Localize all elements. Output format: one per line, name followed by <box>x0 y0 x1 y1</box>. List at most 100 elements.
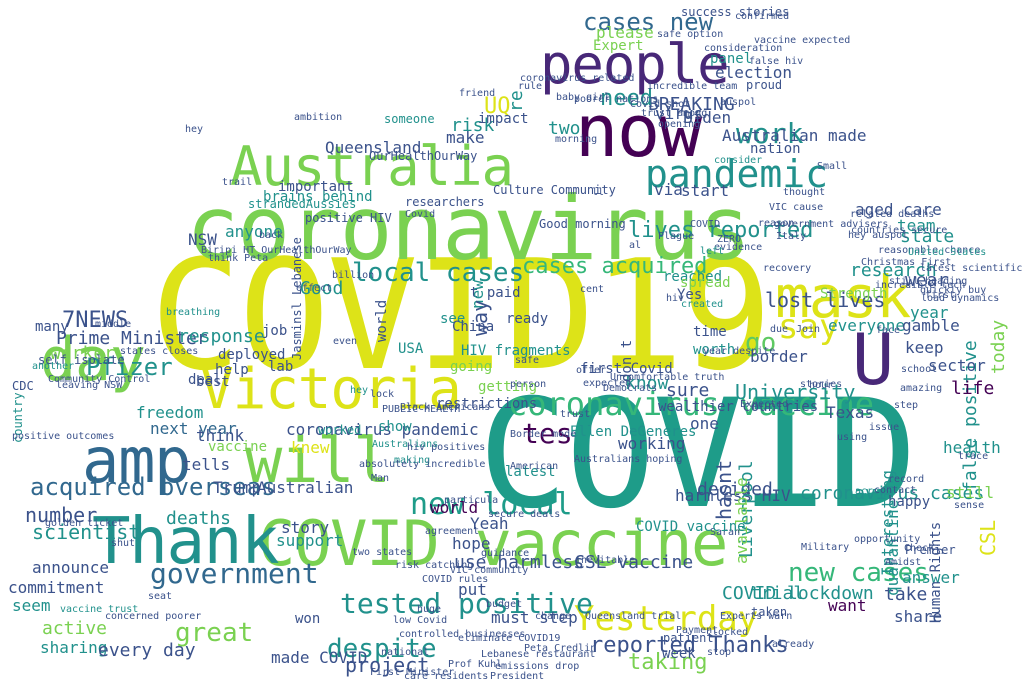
word-ready: ready <box>506 311 549 327</box>
word-please: please <box>596 23 654 42</box>
word-deployed: deployed <box>218 347 286 363</box>
word-stories: stories <box>800 379 843 390</box>
word-reasonable-chance: reasonable chance <box>878 245 981 256</box>
word-share: share <box>894 607 943 626</box>
word-using: using <box>837 432 868 443</box>
word-u: U <box>852 319 894 401</box>
word-brains-behind: brains behind <box>263 189 373 205</box>
word-happy: happy <box>888 494 931 510</box>
word-australians-hoping: Australians hoping <box>574 454 683 465</box>
word-trust: trust <box>560 409 591 420</box>
word-false-hiv: false hiv <box>749 56 804 67</box>
word-premier: Premier <box>905 543 956 557</box>
word-prime-minister: Prime Minister <box>56 328 208 349</box>
word-sarah: Sarah <box>710 527 741 538</box>
word-say: say <box>778 307 840 347</box>
word-positive-hiv: positive HIV <box>305 211 392 225</box>
word-two-states: two states <box>352 547 413 558</box>
word-lebanese-restaurant: Lebanese restaurant <box>481 649 596 660</box>
word-deaths: deaths <box>166 508 232 529</box>
word-human-rights: Human Rights <box>928 521 944 623</box>
word-use-harmless: use harmless <box>454 552 585 573</box>
word-coronavirus-pandemic: coronavirus pandemic <box>286 420 479 439</box>
word-left: left <box>700 246 725 257</box>
word-cent: cent <box>580 284 605 295</box>
word-government-advisers: government advisers <box>774 219 889 230</box>
word-covid-vaccine: COVID vaccine <box>258 507 728 580</box>
word-patient: patient <box>663 631 714 645</box>
word-consideration: consideration <box>704 43 783 54</box>
word-school: school <box>901 364 938 375</box>
word-think-peta: think Peta <box>208 253 269 264</box>
word-al: al <box>629 240 642 251</box>
word-day: day <box>40 325 146 395</box>
word-latest: latest <box>505 464 556 480</box>
word-another: another <box>32 361 75 372</box>
word-research: research <box>850 260 937 281</box>
word-billion: billion <box>332 270 375 281</box>
word-biden: Biden <box>683 108 732 127</box>
word-harmless-hiv: harmless HIV <box>675 486 791 505</box>
word-commitment: commitment <box>8 578 105 597</box>
word-best: best <box>196 374 230 390</box>
word-nation: nation <box>750 141 801 157</box>
word-want: want <box>828 596 867 615</box>
word-rule: rule <box>518 81 543 92</box>
word-job: job <box>262 323 288 339</box>
word-deal: deal <box>188 372 222 388</box>
word-world: world <box>430 498 479 517</box>
word-strandedaussies: strandedAussies <box>248 197 357 211</box>
word-one: one <box>690 414 719 433</box>
word-story: story <box>281 518 330 537</box>
word-answer: answer <box>902 568 960 587</box>
word-budget: budget <box>486 599 523 610</box>
word-hiv-positives: hiv positives <box>407 442 486 453</box>
word-researchers: researchers <box>405 195 485 209</box>
word-contact: contact <box>874 485 917 496</box>
word-black-americans: Black Americans <box>400 402 491 413</box>
word-due: due <box>770 324 789 335</box>
word-hey: hey <box>350 385 369 396</box>
word-face: face <box>876 325 901 336</box>
word-tested-positive: tested positive <box>340 587 593 620</box>
word-time: time <box>693 324 727 340</box>
word-hasnt: hasnt <box>712 459 736 520</box>
word-confirmed: confirmed <box>735 11 790 22</box>
word-christmas-first: Christmas First <box>861 257 952 268</box>
word-worker: worker <box>50 343 116 364</box>
word-covid-shot: Covid shot <box>630 99 691 110</box>
word-incredible-tech: incredible tech <box>875 280 966 291</box>
word-reached: reached <box>663 269 723 285</box>
word-states-closes: states closes <box>120 346 199 357</box>
word-important: important <box>278 179 354 195</box>
word-new-local: new local <box>410 487 573 522</box>
word-amp: amp <box>82 424 192 497</box>
word-australia: Australia <box>230 135 514 198</box>
word-already: already <box>772 639 815 650</box>
word-expected: Expected <box>740 399 789 410</box>
word-reported-thanks: reported Thanks <box>590 633 789 658</box>
word-consider: consider <box>714 155 763 166</box>
word-7news: 7NEWS <box>62 308 129 333</box>
word-china: China <box>452 319 495 335</box>
word-must-step: must step <box>491 608 578 627</box>
word-go: go <box>745 328 777 358</box>
word-italy: Italy <box>776 231 807 242</box>
word-sharing: sharing <box>40 638 108 657</box>
word-lab: lab <box>268 359 294 375</box>
word-getting: getting <box>478 379 538 395</box>
word-community-control: Community Control <box>48 374 151 385</box>
word-trial: trial <box>750 583 805 604</box>
word-expected: expected <box>583 378 632 389</box>
word-government: government <box>150 557 319 590</box>
word-agreement: agreement <box>425 526 480 537</box>
word-wealthier-countries: wealthier countries <box>658 399 819 415</box>
word-join: Join <box>796 324 821 335</box>
word-vaccine-expected: vaccine expected <box>754 35 851 46</box>
word-across: across <box>855 486 892 497</box>
word-good: Good <box>300 278 344 299</box>
word-seem: seem <box>12 596 51 615</box>
word-thought: thought <box>783 187 826 198</box>
word-safe: safe <box>515 355 540 366</box>
word-tells: tells <box>182 455 231 474</box>
